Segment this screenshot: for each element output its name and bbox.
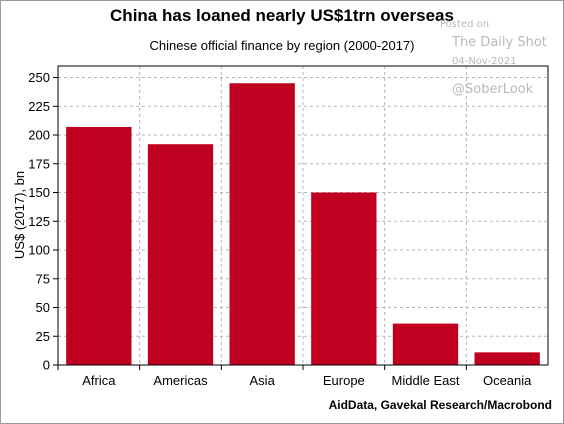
y-tick-label: 250 <box>28 70 50 85</box>
y-tick-label: 200 <box>28 128 50 143</box>
chart-title: China has loaned nearly US$1trn overseas <box>110 6 454 25</box>
x-tick-label: Africa <box>82 373 116 388</box>
tick-labels: 0 25 50 75 100 125 150 175 200 225 250 Africa Americ… <box>28 70 532 388</box>
x-tick-label: Americas <box>153 373 208 388</box>
watermark-posted: Posted on <box>440 19 490 30</box>
watermark-handle: @SoberLook <box>452 82 534 97</box>
source-note: AidData, Gavekal Research/Macrobond <box>328 398 552 412</box>
y-tick-label: 175 <box>28 156 50 171</box>
y-tick-label: 125 <box>28 214 50 229</box>
watermark-date: 04-Nov-2021 <box>452 56 517 67</box>
y-tick-label: 150 <box>28 185 50 200</box>
bar-americas <box>147 144 214 365</box>
chart-subtitle: Chinese official finance by region (2000… <box>149 38 415 53</box>
x-tick-label: Europe <box>323 373 365 388</box>
bars <box>66 83 540 365</box>
bar-africa <box>66 126 132 365</box>
x-tick-label: Asia <box>250 373 276 388</box>
y-tick-label: 75 <box>36 271 50 286</box>
axes <box>53 65 549 370</box>
bar-oceania <box>474 352 540 365</box>
y-axis-title: US$ (2017), bn <box>12 171 27 259</box>
watermark-site: The Daily Shot <box>452 35 547 50</box>
x-tick-label: Oceania <box>483 373 532 388</box>
y-tick-label: 50 <box>36 300 50 315</box>
y-tick-label: 100 <box>28 243 50 258</box>
bar-europe <box>311 192 377 365</box>
y-tick-label: 0 <box>43 358 50 373</box>
y-tick-label: 225 <box>28 99 50 114</box>
bar-middle-east <box>392 323 459 365</box>
x-tick-label: Middle East <box>392 373 460 388</box>
bar-asia <box>229 83 295 365</box>
y-tick-label: 25 <box>36 329 50 344</box>
plot-border <box>57 65 549 366</box>
grid-lines <box>58 66 548 365</box>
